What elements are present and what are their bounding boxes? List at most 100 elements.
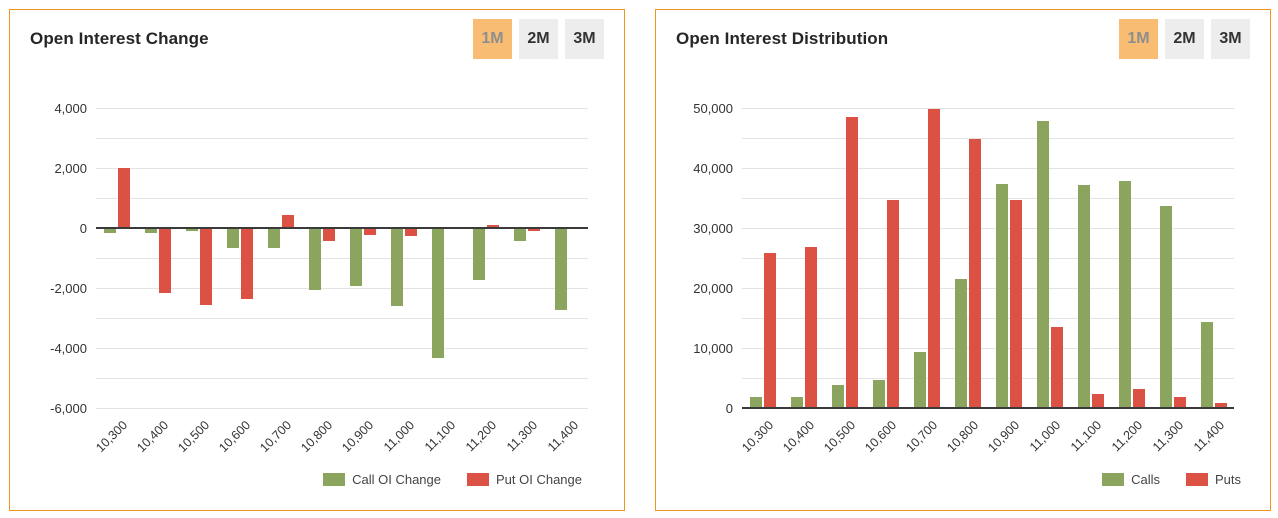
put-oi-change-bar[interactable] [199, 228, 212, 305]
range-button-2m[interactable]: 2M [519, 19, 558, 59]
x-axis-tick-label: 11,400 [1191, 418, 1228, 455]
calls-bar[interactable] [831, 385, 844, 408]
gridline [742, 288, 1234, 289]
x-axis-tick-label: 11,100 [422, 418, 459, 455]
call-oi-change-bar[interactable] [267, 228, 280, 248]
put-oi-change-bar[interactable] [322, 228, 335, 241]
x-axis-tick-label: 10,700 [257, 418, 295, 455]
legend-item-call-oi-change[interactable]: Call OI Change [323, 472, 441, 487]
puts-bar[interactable] [1132, 388, 1145, 408]
put-oi-change-bar[interactable] [527, 228, 540, 232]
legend-item-calls[interactable]: Calls [1102, 472, 1160, 487]
gridline [742, 108, 1234, 109]
x-axis-tick-label: 10,600 [862, 418, 900, 455]
puts-bar[interactable] [968, 138, 981, 408]
put-oi-change-bar[interactable] [158, 228, 171, 293]
gridline [96, 408, 588, 409]
range-button-1m[interactable]: 1M [473, 19, 512, 59]
calls-bar[interactable] [1118, 181, 1131, 408]
call-oi-change-bar[interactable] [472, 228, 485, 281]
gridline [96, 318, 588, 319]
put-oi-change-bar[interactable] [281, 215, 294, 228]
legend-item-puts[interactable]: Puts [1185, 472, 1241, 487]
puts-bar[interactable] [1009, 200, 1022, 408]
x-axis-tick-label: 10,900 [985, 418, 1023, 455]
y-axis-tick-label: -4,000 [50, 341, 87, 356]
y-axis-tick-label: 2,000 [54, 161, 87, 176]
puts-bar[interactable] [1050, 327, 1063, 408]
legend-item-put-oi-change[interactable]: Put OI Change [467, 472, 582, 487]
x-axis-tick-label: 10,500 [821, 418, 859, 455]
y-axis-tick-label: 4,000 [54, 101, 87, 116]
y-axis-tick-label: 50,000 [693, 101, 733, 116]
page-title: Open Interest Distribution [676, 29, 889, 48]
x-axis-tick-label: 11,000 [381, 418, 418, 455]
oi-change-chart: -6,000 -4,000 -2,000 0 2,000 4,000 10,300 10,40… [10, 10, 624, 510]
y-axis-tick-label: 10,000 [693, 341, 733, 356]
call-oi-change-bar[interactable] [554, 228, 567, 311]
puts-bar[interactable] [763, 253, 776, 408]
x-axis-tick-label: 11,400 [545, 418, 582, 455]
range-button-2m[interactable]: 2M [1165, 19, 1204, 59]
call-oi-change-bar[interactable] [308, 228, 321, 290]
put-oi-change-bar[interactable] [117, 168, 130, 228]
gridline [96, 198, 588, 199]
range-selector: 1M 2M 3M [1119, 19, 1250, 59]
call-oi-change-bar[interactable] [390, 228, 403, 306]
legend-label: Call OI Change [352, 471, 441, 487]
gridline [742, 348, 1234, 349]
call-oi-change-bar[interactable] [349, 228, 362, 286]
puts-bar[interactable] [845, 117, 858, 408]
gridline [742, 198, 1234, 199]
puts-bar[interactable] [886, 199, 899, 408]
x-axis-tick-label: 10,900 [339, 418, 377, 455]
calls-bar[interactable] [954, 279, 967, 408]
put-oi-change-bar[interactable] [363, 228, 376, 235]
x-axis-tick-label: 11,000 [1027, 418, 1064, 455]
calls-bar[interactable] [749, 397, 762, 408]
y-axis-tick-label: 40,000 [693, 161, 733, 176]
call-oi-change-bar[interactable] [513, 228, 526, 241]
put-oi-change-bar[interactable] [240, 228, 253, 300]
put-oi-change-bar[interactable] [404, 228, 417, 237]
gridline [742, 168, 1234, 169]
x-axis-tick-label: 11,300 [504, 418, 541, 455]
gridline [742, 138, 1234, 139]
x-axis-tick-label: 10,600 [216, 418, 254, 455]
x-axis-tick-label: 10,700 [903, 418, 941, 455]
calls-bar[interactable] [872, 379, 885, 408]
gridline [96, 138, 588, 139]
zero-axis-line [96, 227, 588, 229]
put-oi-change-bar[interactable] [486, 225, 499, 228]
y-axis-tick-label: -6,000 [50, 401, 87, 416]
calls-bar[interactable] [1077, 184, 1090, 408]
range-button-3m[interactable]: 3M [565, 19, 604, 59]
oi-distribution-chart: 0 10,000 20,000 30,000 40,000 50,000 10,300 10,… [656, 10, 1270, 510]
call-oi-change-bar[interactable] [103, 228, 116, 233]
calls-bar[interactable] [790, 397, 803, 408]
call-oi-change-bar[interactable] [226, 228, 239, 249]
calls-bar[interactable] [913, 351, 926, 408]
range-button-1m[interactable]: 1M [1119, 19, 1158, 59]
puts-bar[interactable] [1214, 402, 1227, 408]
x-axis-tick-label: 11,200 [1109, 418, 1146, 455]
zero-axis-line [742, 407, 1234, 409]
calls-bar[interactable] [1159, 205, 1172, 408]
gridline [96, 258, 588, 259]
call-oi-change-bar[interactable] [185, 228, 198, 231]
puts-bar[interactable] [927, 108, 940, 408]
call-oi-change-bar[interactable] [431, 228, 444, 358]
x-axis-tick-label: 10,400 [134, 418, 172, 455]
panel-open-interest-change: Open Interest Change 1M 2M 3M -6,000 -4,0… [9, 9, 625, 511]
calls-bar[interactable] [1200, 322, 1213, 408]
call-oi-change-bar[interactable] [144, 228, 157, 234]
gridline [742, 318, 1234, 319]
puts-bar[interactable] [1091, 393, 1104, 408]
range-button-3m[interactable]: 3M [1211, 19, 1250, 59]
calls-bar[interactable] [995, 183, 1008, 408]
calls-bar[interactable] [1036, 120, 1049, 408]
page-title: Open Interest Change [30, 29, 209, 48]
puts-bar[interactable] [1173, 397, 1186, 408]
puts-bar[interactable] [804, 246, 817, 408]
legend-swatch-call-oi-change [323, 472, 346, 486]
